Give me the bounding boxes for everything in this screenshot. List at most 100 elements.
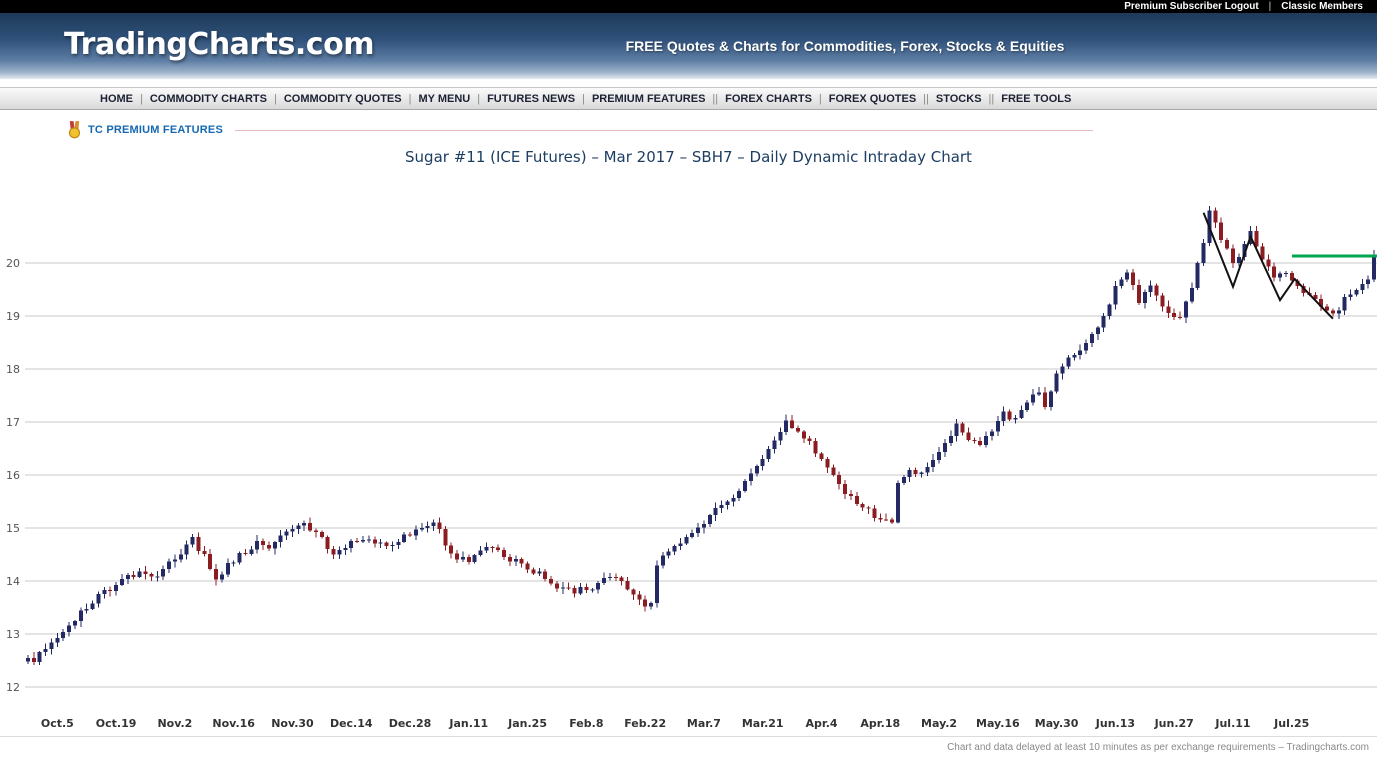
nav-separator: || [988,92,995,105]
candle-body [466,556,471,562]
candle-body [1054,373,1059,392]
candle-body [731,498,736,502]
nav-separator: | [140,92,143,105]
candle-body [1095,327,1100,335]
nav-item-free-tools[interactable]: FREE TOOLS [1001,92,1072,105]
nav-item-home[interactable]: HOME [100,92,133,105]
candle-body [1172,313,1177,318]
candle-body [108,590,113,592]
candle-body [784,420,789,432]
candle-body [419,528,424,530]
candle-body [284,531,289,536]
candle-body [778,431,783,441]
candle-body [1148,285,1153,293]
candle-body [243,552,248,555]
candle-body [378,542,383,544]
nav-item-commodity-quotes[interactable]: COMMODITY QUOTES [283,92,402,105]
candle-body [355,541,360,543]
nav-item-commodity-charts[interactable]: COMMODITY CHARTS [149,92,267,105]
candle-body [1125,272,1130,280]
nav-item-forex-quotes[interactable]: FOREX QUOTES [828,92,917,105]
candle-body [866,507,871,509]
candle-body [813,441,818,454]
candle-body [313,530,318,533]
site-header: TradingCharts.com FREE Quotes & Charts f… [0,13,1377,79]
nav-item-forex-charts[interactable]: FOREX CHARTS [725,92,812,105]
candle-body [625,580,630,590]
candle-body [1372,255,1377,280]
candle-body [584,587,589,591]
candle-body [554,583,559,589]
candle-body [637,594,642,600]
x-axis-label: Nov.2 [157,717,192,730]
candle-body [984,436,989,445]
classic-members-link[interactable]: Classic Members [1281,1,1363,12]
candle-body [560,587,565,589]
candle-body [754,466,759,474]
x-axis-label: Jul.25 [1273,717,1309,730]
candle-body [795,427,800,432]
y-axis-label: 13 [6,628,20,641]
candle-body [1160,295,1165,307]
candle-body [484,547,489,551]
candle-body [455,553,460,560]
candle-body [978,441,983,445]
site-logo[interactable]: TradingCharts.com [64,27,374,63]
candle-body [1336,310,1341,314]
candle-body [819,453,824,460]
candle-body [1142,292,1147,304]
candle-body [1307,292,1312,295]
candle-body [1230,248,1235,264]
premium-subscriber-logout-link[interactable]: Premium Subscriber Logout [1124,1,1259,12]
candle-body [931,459,936,468]
x-axis-label: Nov.16 [212,717,255,730]
nav-item-stocks[interactable]: STOCKS [935,92,982,105]
tc-premium-features-link[interactable]: TC PREMIUM FEATURES [88,124,223,136]
candle-body [61,631,66,639]
candle-body [954,423,959,436]
candle-body [878,518,883,520]
candle-body [325,537,330,549]
candle-body [1360,283,1365,291]
candle-body [760,459,765,467]
candle-body [613,577,618,579]
candle-body [1254,231,1259,247]
candle-body [219,574,224,580]
candle-body [1001,411,1006,421]
candle-body [872,508,877,519]
candle-body [1248,231,1253,245]
nav-item-my-menu[interactable]: MY MENU [418,92,471,105]
candle-body [989,431,994,437]
candle-body [496,547,501,551]
x-axis-label: Nov.30 [271,717,314,730]
main-nav: HOME | COMMODITY CHARTS | COMMODITY QUOTES | M… [0,87,1377,110]
candle-body [443,529,448,546]
nav-item-premium-features[interactable]: PREMIUM FEATURES [591,92,706,105]
candle-body [772,440,777,450]
y-axis-label: 18 [6,363,20,376]
nav-item-futures-news[interactable]: FUTURES NEWS [487,92,576,105]
x-axis-label: Dec.28 [389,717,432,730]
candle-body [843,484,848,495]
nav-separator: | [818,92,822,105]
candle-body [196,537,201,551]
candle-body [884,519,889,521]
candle-body [1178,317,1183,319]
nav-separator: | [582,92,585,105]
candle-body [1060,366,1065,374]
candle-body [707,515,712,524]
candle-body [942,442,947,453]
candle-body [137,571,142,577]
candle-body [437,522,442,530]
candle-body [748,473,753,482]
candle-body [337,549,342,555]
candle-body [308,523,313,531]
candle-body [995,420,1000,432]
x-axis-label: May.2 [921,717,957,730]
candle-body [149,574,154,577]
candle-body [1272,266,1277,278]
candle-body [249,549,254,555]
x-axis-label: Jan.25 [507,717,547,730]
y-axis-label: 12 [6,681,20,694]
candle-body [184,544,189,555]
